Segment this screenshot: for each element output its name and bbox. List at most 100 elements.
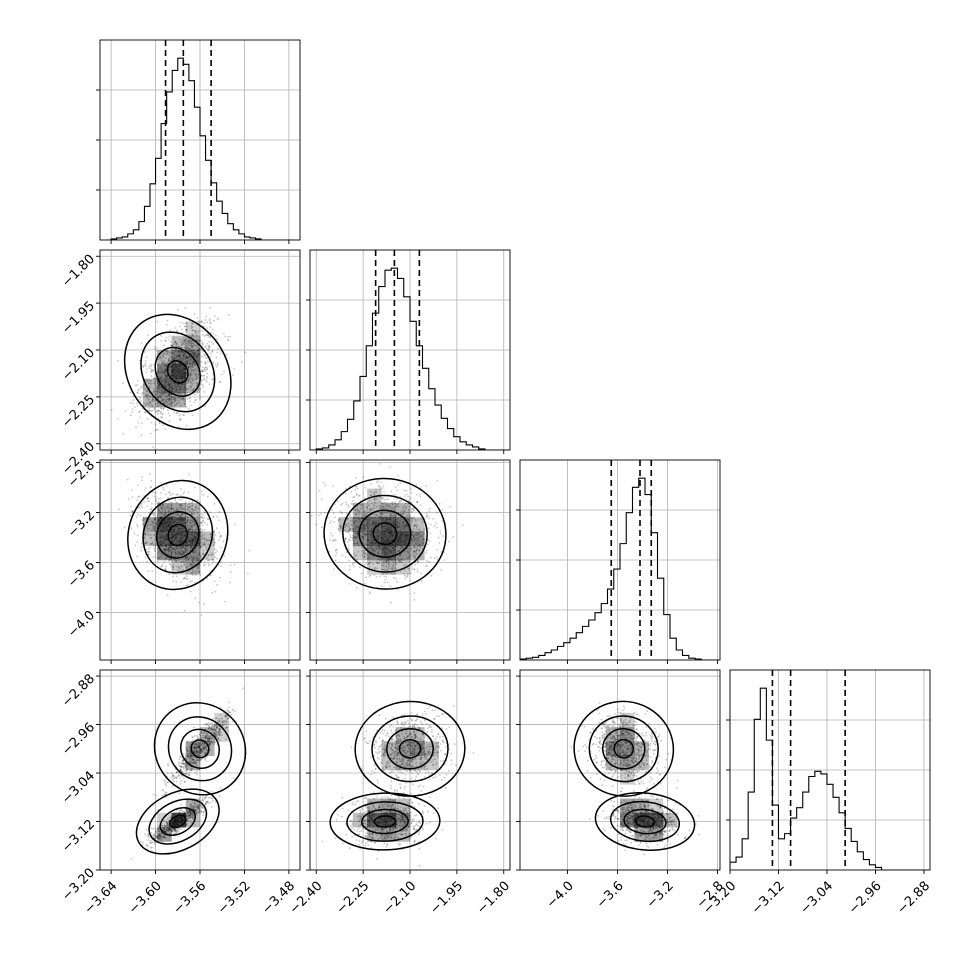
sample-point: [162, 515, 165, 518]
sample-point: [194, 373, 197, 376]
sample-point: [164, 548, 167, 550]
sample-point: [174, 498, 176, 500]
sample-point: [170, 344, 172, 347]
sample-point: [189, 762, 192, 765]
sample-point: [425, 514, 428, 517]
sample-point: [192, 414, 194, 417]
sample-point: [163, 549, 166, 552]
sample-point: [169, 356, 171, 359]
sample-point: [398, 549, 401, 552]
sample-point: [413, 538, 416, 541]
sample-point: [394, 560, 397, 563]
sample-point: [353, 495, 356, 498]
sample-point: [376, 548, 378, 551]
sample-point: [154, 517, 157, 520]
sample-point: [145, 397, 148, 399]
sample-point: [393, 493, 396, 496]
sample-point: [178, 792, 181, 794]
sample-point: [166, 556, 169, 559]
sample-point: [188, 366, 190, 369]
sample-point: [412, 550, 415, 553]
sample-point: [191, 524, 193, 527]
sample-point: [229, 336, 232, 338]
sample-point: [170, 552, 173, 554]
sample-point: [363, 553, 366, 555]
sample-point: [189, 340, 192, 343]
sample-point: [186, 398, 189, 401]
sample-point: [362, 537, 364, 540]
sample-point: [172, 407, 175, 409]
sample-point: [347, 531, 350, 533]
sample-point: [208, 340, 211, 343]
sample-point: [158, 501, 161, 504]
sample-point: [181, 397, 184, 399]
sample-point: [192, 807, 194, 810]
sample-point: [168, 335, 171, 337]
sample-point: [139, 504, 142, 507]
sample-point: [425, 552, 428, 554]
sample-point: [192, 758, 195, 761]
sample-point: [407, 550, 409, 553]
sample-point: [414, 546, 416, 549]
sample-point: [215, 734, 218, 737]
sample-point: [171, 396, 174, 398]
sample-point: [188, 342, 191, 344]
sample-point: [164, 825, 167, 828]
sample-point: [205, 795, 207, 798]
sample-point: [390, 508, 393, 510]
sample-point: [180, 545, 182, 548]
sample-point: [413, 551, 416, 553]
sample-point: [184, 556, 187, 559]
sample-point: [189, 373, 192, 376]
sample-point: [150, 524, 152, 526]
sample-point: [138, 506, 141, 508]
sample-point: [165, 362, 168, 365]
sample-point: [219, 714, 222, 716]
sample-point: [157, 397, 160, 400]
sample-point: [333, 521, 335, 523]
sample-point: [171, 548, 174, 551]
sample-point: [143, 500, 146, 503]
sample-point: [390, 601, 393, 604]
sample-point: [351, 562, 354, 564]
sample-point: [164, 511, 167, 514]
sample-point: [212, 332, 215, 335]
sample-point: [355, 513, 357, 516]
sample-point: [194, 330, 197, 333]
sample-point: [195, 528, 198, 531]
sample-point: [184, 547, 187, 550]
sample-point: [185, 424, 188, 427]
sample-point: [383, 499, 386, 501]
sample-point: [194, 573, 197, 575]
sample-point: [199, 734, 202, 737]
sample-point: [423, 527, 425, 530]
sample-point: [336, 500, 339, 502]
sample-point: [193, 330, 196, 332]
histogram-step: [310, 267, 510, 450]
sample-point: [201, 524, 204, 527]
sample-point: [210, 553, 212, 556]
sample-point: [153, 408, 156, 411]
sample-point: [151, 506, 153, 509]
sample-point: [184, 343, 186, 346]
panel-frame: [99, 249, 301, 451]
sample-point: [147, 379, 150, 382]
sample-point: [380, 502, 383, 504]
sample-point: [175, 553, 177, 555]
sample-point: [340, 511, 343, 514]
sample-point: [193, 761, 195, 763]
sample-point: [194, 759, 197, 762]
sample-point: [182, 551, 185, 554]
sample-point: [148, 511, 151, 514]
sample-point: [179, 777, 182, 780]
sample-point: [154, 423, 157, 426]
sample-point: [157, 507, 160, 510]
sample-point: [203, 749, 206, 751]
sample-point: [415, 531, 418, 534]
sample-point: [413, 550, 416, 553]
sample-point: [378, 500, 381, 503]
sample-point: [189, 547, 192, 549]
sample-point: [419, 544, 421, 546]
sample-point: [189, 522, 192, 524]
sample-point: [175, 494, 178, 496]
